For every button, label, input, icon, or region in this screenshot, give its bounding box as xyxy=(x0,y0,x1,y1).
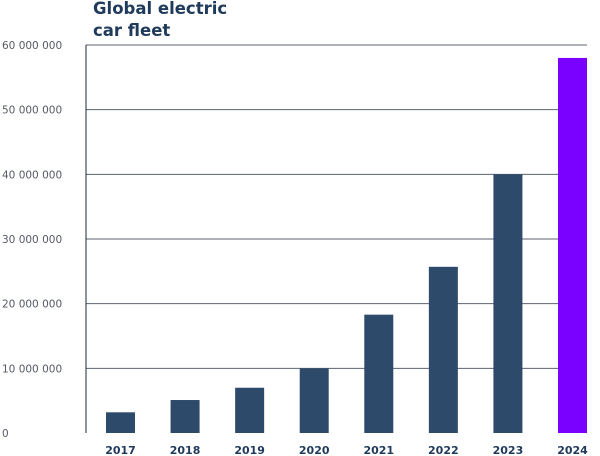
bar-2022 xyxy=(428,266,458,433)
x-tick-label: 2020 xyxy=(299,444,330,456)
y-tick-label: 50 000 000 xyxy=(2,105,62,117)
bars xyxy=(106,57,587,434)
x-tick-label: 2023 xyxy=(493,444,524,456)
bar-2017 xyxy=(106,412,135,433)
y-axis-ticks: 0 10 000 000 20 000 000 30 000 000 40 000 00… xyxy=(2,40,62,440)
y-tick-label: 60 000 000 xyxy=(2,40,62,52)
y-tick-label: 20 000 000 xyxy=(2,299,62,311)
x-tick-label: 2018 xyxy=(170,444,201,456)
bar-2018 xyxy=(170,400,200,433)
y-tick-label: 30 000 000 xyxy=(2,234,62,246)
x-tick-label: 2021 xyxy=(363,444,394,456)
x-tick-label: 2024 xyxy=(557,444,588,456)
chart-title-line-1: Global electric xyxy=(93,0,227,18)
x-tick-label: 2017 xyxy=(105,444,136,456)
chart-title-line-2: car fleet xyxy=(93,21,170,40)
bar-2020 xyxy=(299,368,329,433)
x-tick-label: 2022 xyxy=(428,444,459,456)
bar-2024 xyxy=(558,57,587,433)
x-axis-ticks: 2017 2018 2019 2020 2021 2022 2023 2024 xyxy=(105,444,588,456)
y-tick-label: 40 000 000 xyxy=(2,169,62,181)
y-tick-label: 0 xyxy=(2,428,9,440)
y-tick-label: 10 000 000 xyxy=(2,363,62,375)
bar-2023 xyxy=(493,174,523,434)
x-tick-label: 2019 xyxy=(234,444,265,456)
bar-2019 xyxy=(235,387,265,433)
bar-2021 xyxy=(364,314,394,433)
